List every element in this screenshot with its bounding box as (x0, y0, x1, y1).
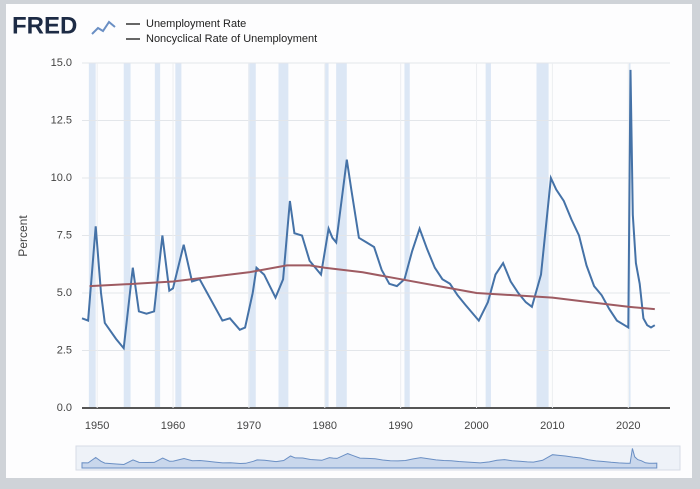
y-tick-label: 15.0 (51, 57, 72, 69)
x-tick-label: 2010 (540, 420, 564, 432)
x-tick-label: 1970 (237, 420, 261, 432)
logo-icon (91, 20, 116, 35)
x-tick-label: 2020 (616, 420, 640, 432)
logo: FRED (12, 12, 77, 39)
x-tick-label: 1960 (161, 420, 185, 432)
x-tick-label: 1950 (85, 420, 109, 432)
legend-label: Noncyclical Rate of Unemployment (146, 33, 317, 45)
series-line (89, 264, 655, 311)
x-tick-label: 2000 (464, 420, 488, 432)
navigator-area (81, 448, 658, 469)
y-tick-label: 7.5 (57, 229, 72, 241)
y-tick-label: 10.0 (51, 172, 72, 184)
x-tick-label: 1980 (313, 420, 337, 432)
y-axis-label: Percent (16, 215, 30, 257)
chart-card (6, 4, 692, 478)
y-tick-label: 0.0 (57, 402, 72, 414)
series-line (81, 69, 656, 351)
legend: Unemployment Rate Noncyclical Rate of Une… (126, 18, 317, 45)
legend-label: Unemployment Rate (146, 18, 246, 30)
x-tick-label: 1990 (388, 420, 412, 432)
y-tick-label: 2.5 (57, 344, 72, 356)
y-tick-label: 12.5 (51, 114, 72, 126)
y-tick-label: 5.0 (57, 287, 72, 299)
